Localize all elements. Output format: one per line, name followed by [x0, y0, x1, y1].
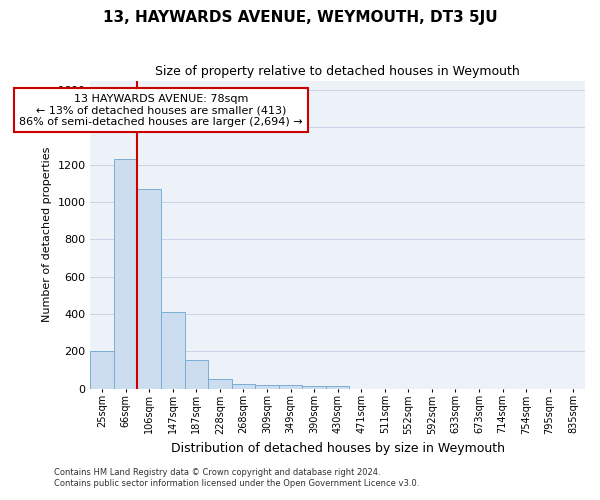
Text: Contains HM Land Registry data © Crown copyright and database right 2024.
Contai: Contains HM Land Registry data © Crown c…	[54, 468, 419, 487]
Text: 13 HAYWARDS AVENUE: 78sqm
← 13% of detached houses are smaller (413)
86% of semi: 13 HAYWARDS AVENUE: 78sqm ← 13% of detac…	[19, 94, 303, 127]
Bar	[185, 360, 208, 388]
Text: 13, HAYWARDS AVENUE, WEYMOUTH, DT3 5JU: 13, HAYWARDS AVENUE, WEYMOUTH, DT3 5JU	[103, 10, 497, 25]
Bar	[279, 385, 302, 388]
Bar	[161, 312, 185, 388]
Bar	[208, 380, 232, 388]
X-axis label: Distribution of detached houses by size in Weymouth: Distribution of detached houses by size …	[170, 442, 505, 455]
Bar	[232, 384, 255, 388]
Title: Size of property relative to detached houses in Weymouth: Size of property relative to detached ho…	[155, 65, 520, 78]
Bar	[114, 159, 137, 388]
Bar	[302, 386, 326, 388]
Y-axis label: Number of detached properties: Number of detached properties	[42, 147, 52, 322]
Bar	[91, 352, 114, 389]
Bar	[326, 386, 349, 388]
Bar	[255, 385, 279, 388]
Bar	[137, 189, 161, 388]
